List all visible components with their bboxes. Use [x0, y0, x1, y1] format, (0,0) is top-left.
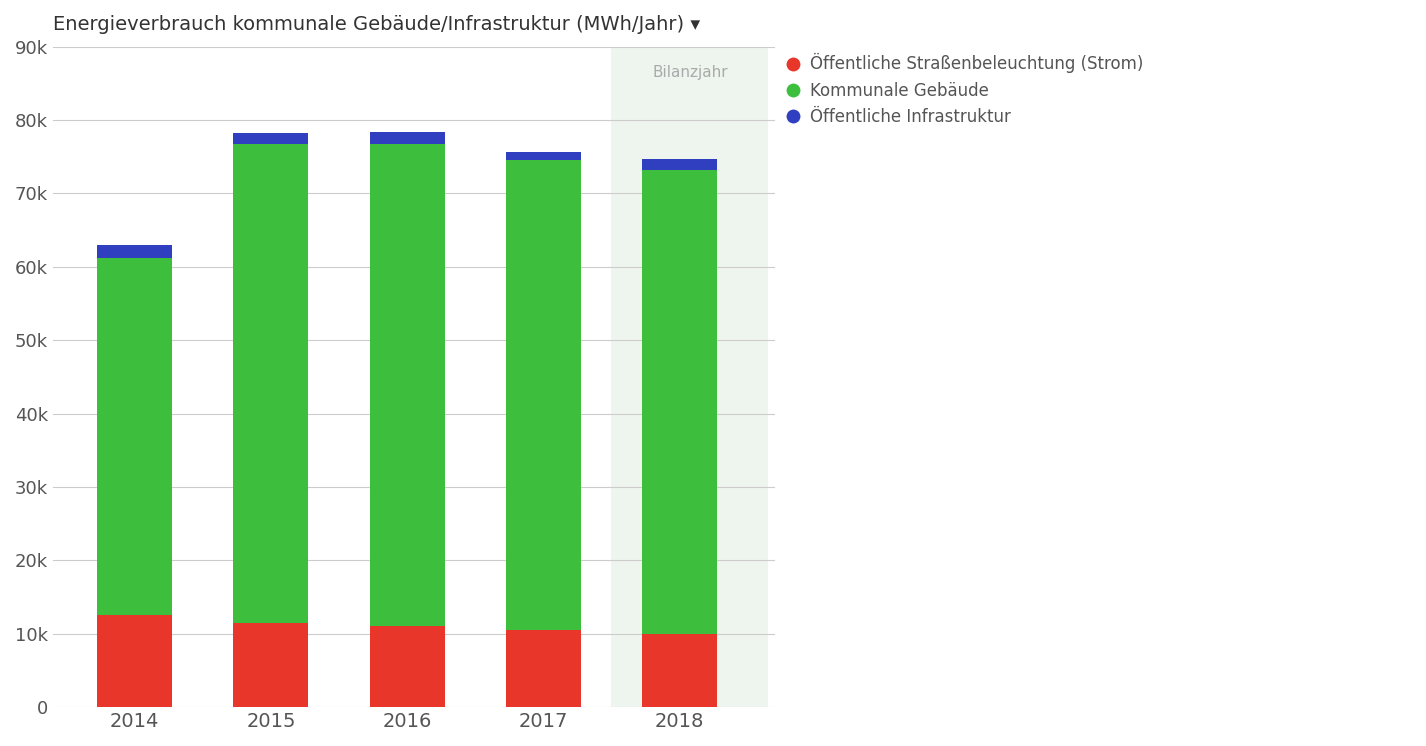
Bar	[97, 245, 173, 258]
Bar	[234, 623, 308, 707]
Bar	[97, 258, 173, 615]
Bar	[97, 615, 173, 707]
Bar	[642, 170, 717, 634]
Bar	[612, 47, 769, 707]
Text: Energieverbrauch kommunale Gebäude/Infrastruktur (MWh/Jahr) ▾: Energieverbrauch kommunale Gebäude/Infra…	[53, 15, 700, 34]
Bar	[369, 144, 445, 627]
Bar	[234, 134, 308, 144]
Bar	[642, 634, 717, 707]
Legend: Öffentliche Straßenbeleuchtung (Strom), Kommunale Gebäude, Öffentliche Infrastru: Öffentliche Straßenbeleuchtung (Strom), …	[781, 47, 1151, 133]
Bar	[642, 159, 717, 170]
Text: Bilanzjahr: Bilanzjahr	[653, 65, 729, 80]
Bar	[369, 132, 445, 144]
Bar	[506, 630, 580, 707]
Bar	[234, 144, 308, 623]
Bar	[506, 160, 580, 630]
Bar	[506, 152, 580, 160]
Bar	[369, 627, 445, 707]
